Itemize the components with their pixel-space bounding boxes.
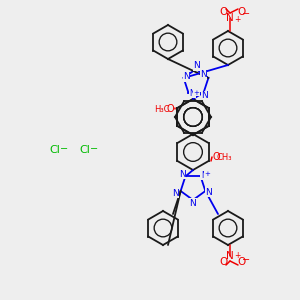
Text: Cl: Cl <box>50 145 60 155</box>
Text: N: N <box>183 73 190 82</box>
Text: +: + <box>205 172 211 178</box>
Text: N: N <box>201 171 206 180</box>
Text: −: − <box>242 9 250 19</box>
Text: +: + <box>234 250 240 260</box>
Text: H₃C: H₃C <box>154 104 170 113</box>
Text: N: N <box>200 70 207 80</box>
Text: −: − <box>60 144 68 154</box>
Text: N: N <box>190 89 195 98</box>
Text: N: N <box>190 199 196 208</box>
Text: Cl: Cl <box>80 145 90 155</box>
Text: N: N <box>226 251 234 261</box>
Text: CH₃: CH₃ <box>216 152 232 161</box>
Text: O: O <box>237 7 245 17</box>
Text: N: N <box>172 188 179 197</box>
Text: N: N <box>194 61 200 70</box>
Text: O: O <box>220 257 228 267</box>
Text: N: N <box>179 170 186 179</box>
Text: O: O <box>237 257 245 267</box>
Text: N: N <box>226 13 234 23</box>
Text: N: N <box>205 188 212 196</box>
Text: O: O <box>166 104 174 114</box>
Text: O: O <box>212 152 220 162</box>
Text: −: − <box>242 255 250 265</box>
Text: O: O <box>220 7 228 17</box>
Text: +: + <box>234 14 240 23</box>
Text: N: N <box>201 91 208 100</box>
Text: −: − <box>90 144 98 154</box>
Text: +: + <box>194 89 199 95</box>
